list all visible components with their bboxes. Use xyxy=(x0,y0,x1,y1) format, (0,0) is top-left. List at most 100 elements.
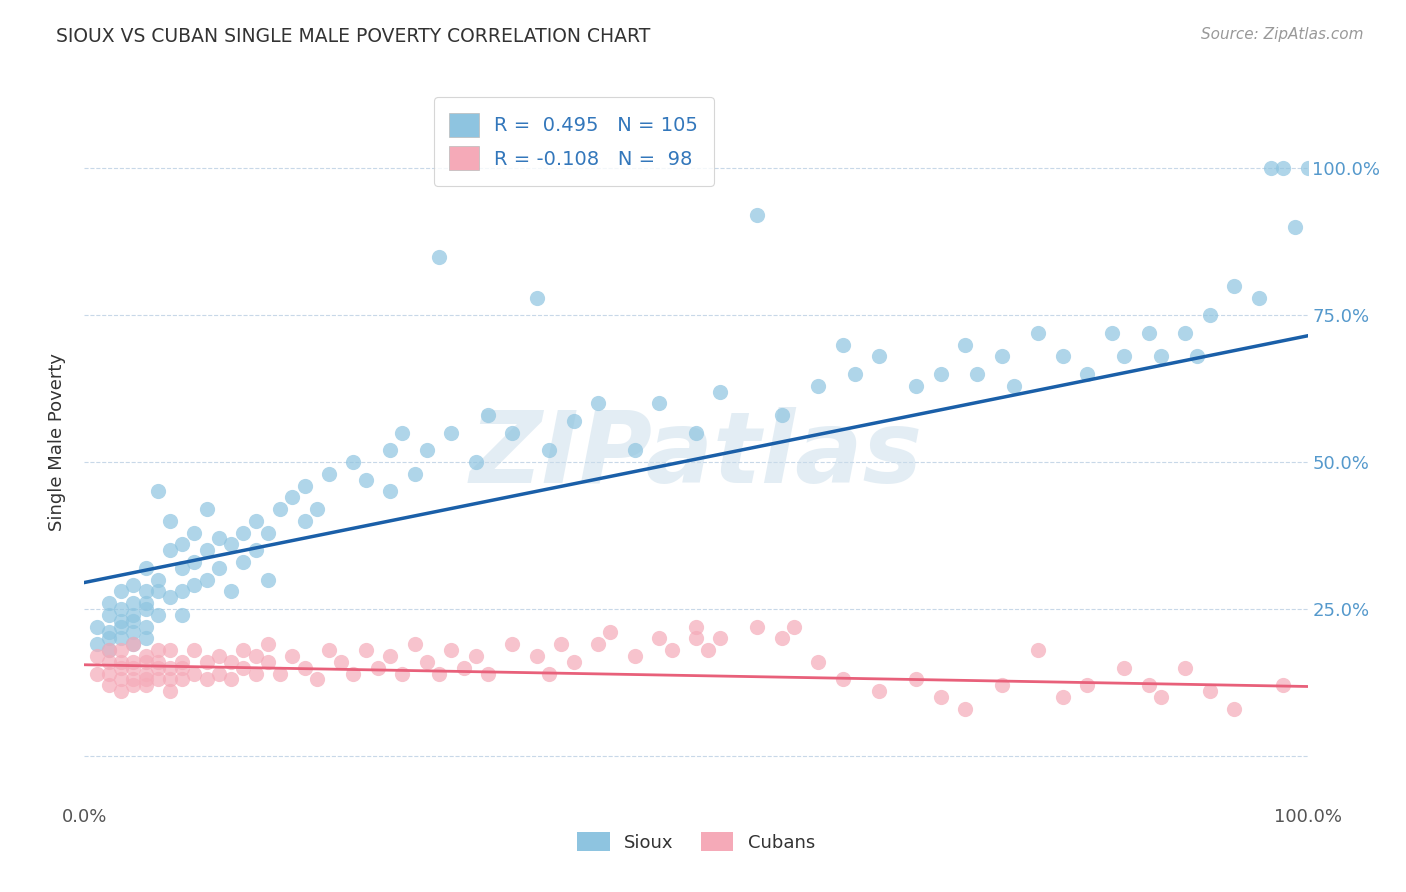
Point xyxy=(219,655,242,669)
Point xyxy=(146,573,169,587)
Point xyxy=(245,648,267,663)
Point xyxy=(697,643,720,657)
Point xyxy=(905,673,928,687)
Point xyxy=(440,643,463,657)
Point xyxy=(586,637,609,651)
Point xyxy=(97,643,120,657)
Point xyxy=(269,666,291,681)
Point xyxy=(427,250,450,264)
Point xyxy=(122,678,145,692)
Point xyxy=(195,673,218,687)
Point xyxy=(1028,643,1050,657)
Point xyxy=(1284,220,1306,235)
Point xyxy=(159,643,181,657)
Point xyxy=(1150,690,1173,704)
Point xyxy=(502,637,524,651)
Point xyxy=(281,648,304,663)
Point xyxy=(354,643,377,657)
Point xyxy=(1150,350,1173,364)
Point xyxy=(1260,161,1282,176)
Point xyxy=(159,661,181,675)
Point xyxy=(97,655,120,669)
Point xyxy=(477,408,499,422)
Point xyxy=(661,643,683,657)
Point xyxy=(135,673,157,687)
Point xyxy=(1114,350,1136,364)
Point xyxy=(195,573,218,587)
Point xyxy=(318,643,340,657)
Point xyxy=(1187,350,1209,364)
Text: ZIPatlas: ZIPatlas xyxy=(470,408,922,505)
Point xyxy=(135,596,157,610)
Point xyxy=(391,666,413,681)
Point xyxy=(648,396,671,410)
Point xyxy=(1198,308,1220,322)
Point xyxy=(172,607,194,622)
Point xyxy=(1198,684,1220,698)
Point xyxy=(953,337,976,351)
Point xyxy=(122,578,145,592)
Point xyxy=(183,555,205,569)
Point xyxy=(208,648,231,663)
Point xyxy=(232,555,254,569)
Point xyxy=(1296,161,1319,176)
Point xyxy=(783,619,806,633)
Point xyxy=(1076,367,1098,381)
Point xyxy=(318,467,340,481)
Point xyxy=(110,602,132,616)
Point xyxy=(1247,291,1270,305)
Point xyxy=(110,614,132,628)
Point xyxy=(404,637,426,651)
Point xyxy=(183,525,205,540)
Point xyxy=(1076,678,1098,692)
Point xyxy=(685,632,707,646)
Point xyxy=(562,655,585,669)
Point xyxy=(991,350,1014,364)
Point xyxy=(135,561,157,575)
Point xyxy=(770,408,793,422)
Point xyxy=(905,378,928,392)
Point xyxy=(269,502,291,516)
Point xyxy=(1272,161,1295,176)
Point xyxy=(135,602,157,616)
Point xyxy=(183,643,205,657)
Point xyxy=(135,666,157,681)
Point xyxy=(172,661,194,675)
Point xyxy=(831,337,853,351)
Point xyxy=(416,655,439,669)
Point xyxy=(1114,661,1136,675)
Y-axis label: Single Male Poverty: Single Male Poverty xyxy=(48,352,66,531)
Point xyxy=(953,702,976,716)
Point xyxy=(294,514,316,528)
Point xyxy=(1052,350,1074,364)
Point xyxy=(122,637,145,651)
Point xyxy=(416,443,439,458)
Point xyxy=(453,661,475,675)
Point xyxy=(807,378,830,392)
Point xyxy=(648,632,671,646)
Point xyxy=(122,607,145,622)
Point xyxy=(747,619,769,633)
Point xyxy=(86,619,108,633)
Point xyxy=(97,643,120,657)
Point xyxy=(966,367,988,381)
Point xyxy=(122,614,145,628)
Point xyxy=(624,443,647,458)
Point xyxy=(208,532,231,546)
Point xyxy=(685,619,707,633)
Point xyxy=(146,607,169,622)
Point xyxy=(122,673,145,687)
Point xyxy=(1137,326,1160,340)
Point xyxy=(172,561,194,575)
Point xyxy=(464,455,486,469)
Point xyxy=(122,661,145,675)
Point xyxy=(391,425,413,440)
Point xyxy=(195,655,218,669)
Point xyxy=(770,632,793,646)
Point xyxy=(110,643,132,657)
Point xyxy=(1101,326,1123,340)
Point xyxy=(122,637,145,651)
Point xyxy=(159,514,181,528)
Point xyxy=(526,648,548,663)
Point xyxy=(869,350,891,364)
